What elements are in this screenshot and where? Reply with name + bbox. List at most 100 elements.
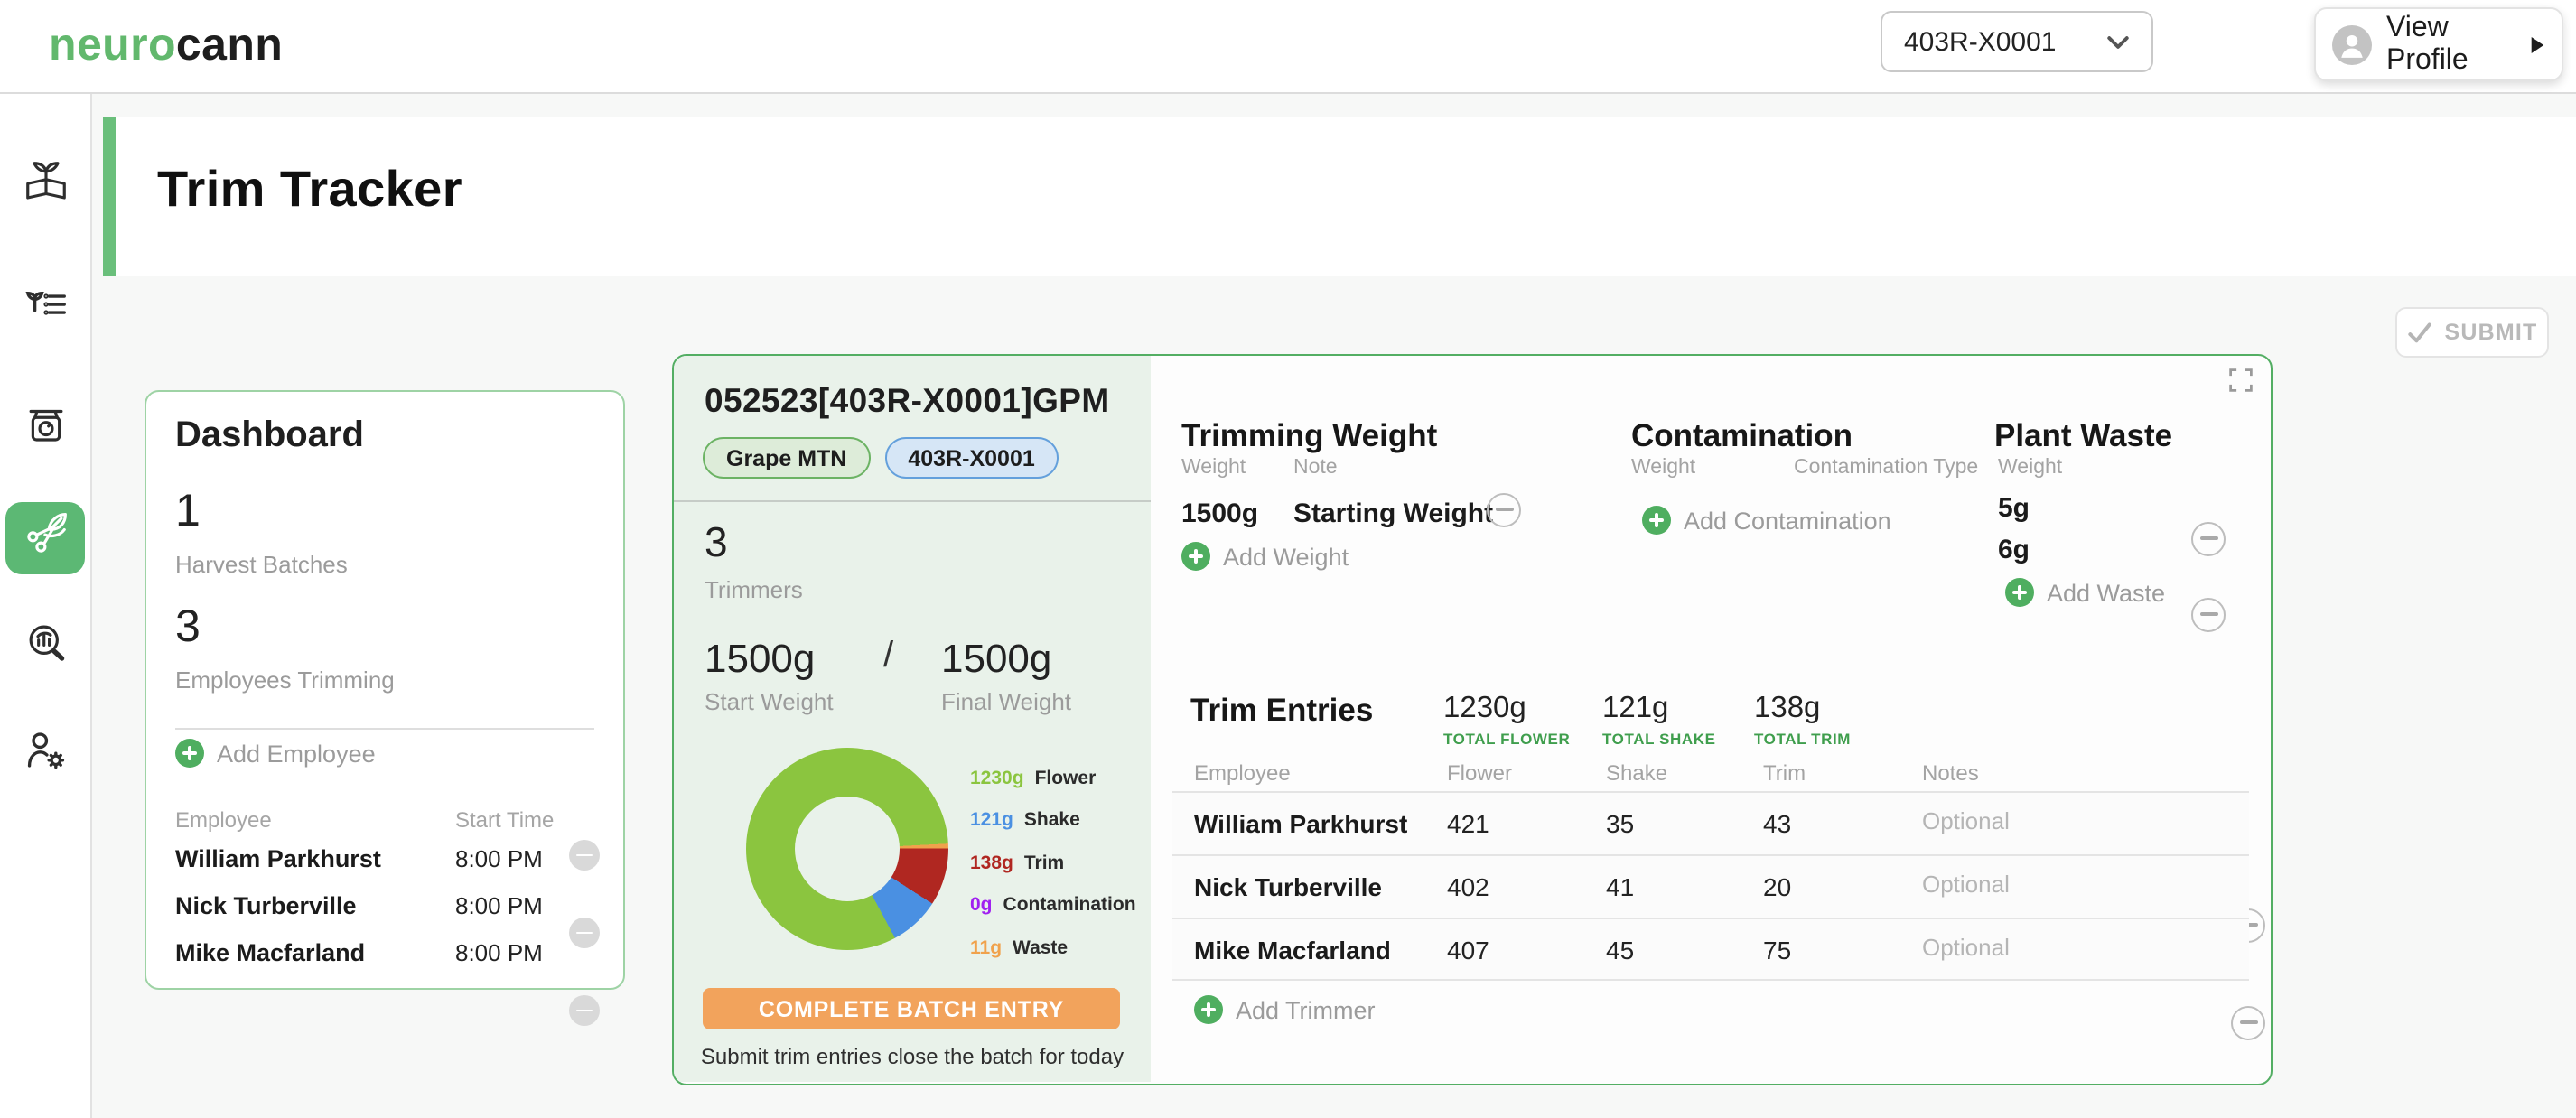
sidebar-item-plant-list[interactable] xyxy=(5,273,85,345)
trim-value[interactable]: 43 xyxy=(1763,809,1792,838)
notes-input[interactable] xyxy=(1922,807,2121,834)
trim-scissors-icon xyxy=(21,509,70,567)
employee-column-header: Employee xyxy=(1194,760,1291,786)
start-weight-label: Start Weight xyxy=(705,688,834,715)
submit-label: SUBMIT xyxy=(2444,320,2538,345)
sidebar-item-scale[interactable] xyxy=(5,392,85,464)
employee-start-time: 8:00 PM xyxy=(455,845,543,872)
start-time-column-header: Start Time xyxy=(455,807,555,833)
trim-value[interactable]: 75 xyxy=(1763,936,1792,964)
weight-note: Starting Weight xyxy=(1293,498,1494,529)
remove-employee-button[interactable] xyxy=(569,918,600,948)
remove-trimmer-button[interactable] xyxy=(2231,1006,2265,1040)
donut-chart-legend: 1230g Flower 121g Shake 138g Trim 0g Con… xyxy=(970,757,1143,969)
plant-book-icon xyxy=(21,157,70,215)
batch-entry-panel: 052523[403R-X0001]GPM Grape MTN 403R-X00… xyxy=(672,354,2273,1085)
batch-breakdown-donut-chart xyxy=(746,748,948,950)
final-weight-label: Final Weight xyxy=(941,688,1072,715)
legend-label: Trim xyxy=(1023,852,1065,874)
trimmer-name: William Parkhurst xyxy=(1194,809,1408,838)
legend-value: 138g xyxy=(970,852,1013,874)
plus-icon xyxy=(1181,542,1210,571)
batch-divider xyxy=(674,500,1151,502)
expand-fullscreen-icon[interactable] xyxy=(2229,368,2253,401)
weight-column-label: Weight xyxy=(1998,457,2063,479)
employees-trimming-label: Employees Trimming xyxy=(175,666,395,694)
batch-selector-dropdown[interactable]: 403R-X0001 xyxy=(1881,11,2153,72)
remove-waste-button[interactable] xyxy=(2191,598,2226,632)
total-flower-label: TOTAL FLOWER xyxy=(1443,730,1571,748)
trim-value[interactable]: 20 xyxy=(1763,872,1792,901)
legend-value: 1230g xyxy=(970,767,1024,789)
total-trim-value: 138g xyxy=(1754,692,1821,724)
waste-weight-value: 5g xyxy=(1998,493,2030,524)
remove-employee-button[interactable] xyxy=(569,840,600,871)
app-logo: neurocann xyxy=(49,20,283,72)
dashboard-card: Dashboard 1 Harvest Batches 3 Employees … xyxy=(145,390,625,1026)
shake-value[interactable]: 35 xyxy=(1606,809,1635,838)
add-employee-label: Add Employee xyxy=(217,740,376,767)
dashboard-divider xyxy=(175,728,594,730)
harvest-batches-label: Harvest Batches xyxy=(175,551,348,578)
flower-value[interactable]: 407 xyxy=(1447,936,1489,964)
batch-caption: Submit trim entries close the batch for … xyxy=(700,1044,1125,1069)
add-waste-button[interactable]: Add Waste xyxy=(2005,578,2165,607)
sidebar-item-analytics[interactable] xyxy=(5,610,85,683)
employees-trimming-value: 3 xyxy=(175,601,201,652)
flower-value[interactable]: 402 xyxy=(1447,872,1489,901)
harvest-batches-value: 1 xyxy=(175,486,201,536)
weight-scale-icon xyxy=(21,399,70,457)
weight-column-label: Weight xyxy=(1631,457,1696,479)
sidebar-item-trim-tracker[interactable] xyxy=(5,502,85,574)
start-weight-value: 1500g xyxy=(705,636,816,681)
chevron-down-icon xyxy=(2106,33,2130,50)
view-profile-label: View Profile xyxy=(2386,12,2469,75)
sidebar-item-plant-book[interactable] xyxy=(5,150,85,222)
shake-value[interactable]: 41 xyxy=(1606,872,1635,901)
remove-weight-button[interactable] xyxy=(1487,493,1521,527)
trimmer-name: Nick Turberville xyxy=(1194,872,1383,901)
total-shake-value: 121g xyxy=(1602,692,1669,724)
add-weight-button[interactable]: Add Weight xyxy=(1181,542,1349,571)
view-profile-button[interactable]: View Profile xyxy=(2314,7,2563,81)
add-contamination-button[interactable]: Add Contamination xyxy=(1642,506,1891,535)
plus-icon xyxy=(175,739,204,768)
legend-label: Contamination xyxy=(1003,894,1136,917)
total-trim-label: TOTAL TRIM xyxy=(1754,730,1852,748)
employee-start-time: 8:00 PM xyxy=(455,892,543,919)
employee-column-header: Employee xyxy=(175,807,272,833)
batch-selector-value: 403R-X0001 xyxy=(1904,26,2057,57)
legend-label: Shake xyxy=(1023,809,1080,832)
logo-part-cann: cann xyxy=(175,20,284,70)
sidebar-nav xyxy=(0,92,92,1118)
remove-waste-button[interactable] xyxy=(2191,522,2226,556)
notes-column-header: Notes xyxy=(1922,760,1979,786)
legend-item: 121g Shake xyxy=(970,799,1143,842)
notes-input[interactable] xyxy=(1922,871,2121,898)
add-trimmer-button[interactable]: Add Trimmer xyxy=(1194,995,1376,1024)
submit-button[interactable]: SUBMIT xyxy=(2395,307,2549,358)
complete-batch-entry-button[interactable]: COMPLETE BATCH ENTRY xyxy=(703,988,1120,1029)
employee-name: Nick Turberville xyxy=(175,892,357,919)
legend-value: 121g xyxy=(970,809,1013,832)
legend-item: 0g Contamination xyxy=(970,884,1143,927)
employee-name: Mike Macfarland xyxy=(175,939,366,966)
legend-item: 138g Trim xyxy=(970,842,1143,884)
strain-chip[interactable]: Grape MTN xyxy=(703,437,871,479)
batch-id-chip[interactable]: 403R-X0001 xyxy=(884,437,1059,479)
legend-item: 11g Waste xyxy=(970,927,1143,969)
add-employee-button[interactable]: Add Employee xyxy=(175,739,376,768)
shake-value[interactable]: 45 xyxy=(1606,936,1635,964)
page-title-banner: Trim Tracker xyxy=(103,117,2576,276)
shake-column-header: Shake xyxy=(1606,760,1668,786)
flower-value[interactable]: 421 xyxy=(1447,809,1489,838)
total-flower-value: 1230g xyxy=(1443,692,1526,724)
plus-icon xyxy=(1642,506,1671,535)
sidebar-item-user-settings[interactable] xyxy=(5,719,85,791)
notes-input[interactable] xyxy=(1922,934,2121,961)
batch-summary-section: 052523[403R-X0001]GPM Grape MTN 403R-X00… xyxy=(674,356,1151,1082)
batch-title: 052523[403R-X0001]GPM xyxy=(705,381,1110,419)
analytics-search-icon xyxy=(21,618,70,675)
plus-icon xyxy=(2005,578,2034,607)
remove-employee-button[interactable] xyxy=(569,995,600,1026)
